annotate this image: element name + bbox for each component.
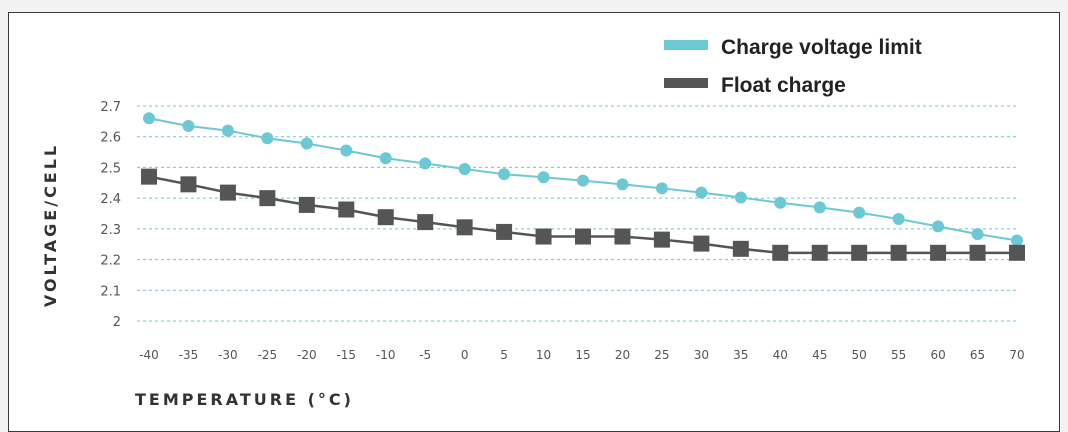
- charge-voltage-point: [971, 228, 984, 241]
- charge-voltage-point: [813, 201, 826, 214]
- charge-voltage-point: [892, 213, 905, 226]
- charge-voltage-point: [261, 132, 274, 145]
- legend-swatch-float: [664, 78, 708, 88]
- float-charge-point: [851, 244, 868, 261]
- float-charge-point: [930, 244, 947, 261]
- charge-voltage-point: [537, 171, 550, 184]
- x-tick-label: 15: [575, 348, 590, 362]
- float-charge-point: [732, 240, 749, 257]
- x-tick-label: -10: [376, 348, 396, 362]
- x-tick-label: -35: [179, 348, 199, 362]
- x-axis-ticks: -40 -35 -30 -25 -20 -15 -10 -5 0 5 10 15 20 25 30 35 40 4…: [139, 348, 1024, 362]
- float-charge-point: [614, 228, 631, 245]
- y-tick-label: 2.3: [100, 223, 121, 238]
- x-tick-label: -25: [258, 348, 278, 362]
- charge-voltage-point: [498, 168, 511, 181]
- x-tick-label: 55: [891, 348, 906, 362]
- charge-voltage-point: [300, 137, 313, 150]
- float-charge-point: [496, 223, 513, 240]
- x-tick-label: 50: [852, 348, 867, 362]
- charge-voltage-point: [182, 119, 195, 132]
- float-charge-point: [693, 235, 710, 252]
- charge-voltage-point: [340, 144, 353, 157]
- y-tick-label: 2.2: [100, 254, 121, 269]
- charge-voltage-point: [379, 152, 392, 165]
- y-tick-label: 2: [113, 315, 121, 330]
- float-charge-point: [219, 184, 236, 201]
- charge-voltage-point: [853, 206, 866, 219]
- float-charge-point: [575, 228, 591, 245]
- x-tick-label: 20: [615, 348, 630, 362]
- y-tick-label: 2.4: [100, 192, 121, 207]
- y-tick-label: 2.7: [100, 100, 121, 115]
- x-tick-label: 65: [970, 348, 985, 362]
- x-tick-label: -20: [297, 348, 317, 362]
- x-tick-label: -5: [419, 348, 431, 362]
- float-charge-point: [772, 244, 789, 261]
- float-charge-point: [180, 176, 197, 193]
- float-charge-point: [1009, 244, 1025, 261]
- charge-voltage-point: [1011, 234, 1023, 247]
- float-charge-point: [969, 244, 986, 261]
- gridlines: [137, 105, 1019, 322]
- legend-label-float: Float charge: [721, 74, 846, 97]
- float-charge-point: [417, 214, 434, 231]
- y-tick-label: 2.5: [100, 161, 121, 176]
- charge-voltage-point: [458, 162, 471, 175]
- x-tick-label: 60: [930, 348, 945, 362]
- float-charge-point: [377, 209, 394, 226]
- charge-voltage-point: [734, 191, 747, 204]
- y-tick-label: 2.1: [100, 284, 121, 299]
- legend-label-charge: Charge voltage limit: [721, 36, 922, 59]
- x-tick-label: -40: [139, 348, 159, 362]
- x-tick-label: 70: [1009, 348, 1024, 362]
- legend: Charge voltage limit Float charge: [664, 36, 922, 97]
- float-charge-point: [456, 219, 473, 236]
- float-charge-point: [338, 201, 355, 218]
- float-charge-point: [811, 244, 828, 261]
- y-tick-label: 2.6: [100, 131, 121, 146]
- x-tick-label: 5: [500, 348, 508, 362]
- x-tick-label: 45: [812, 348, 827, 362]
- chart-frame: 2 2.1 2.2 2.3 2.4 2.5 2.6 2.7 -40 -35 -30 -25 -20 -1…: [8, 12, 1060, 432]
- y-axis-ticks: 2 2.1 2.2 2.3 2.4 2.5 2.6 2.7: [100, 100, 121, 330]
- float-charge-point: [890, 244, 907, 261]
- float-charge-point: [535, 228, 552, 245]
- series-group: [141, 112, 1025, 261]
- legend-swatch-charge: [664, 40, 708, 50]
- float-charge-point: [259, 190, 276, 207]
- x-tick-label: 35: [733, 348, 748, 362]
- charge-voltage-point: [695, 186, 708, 199]
- float-charge-point: [653, 231, 670, 248]
- x-tick-label: 25: [654, 348, 669, 362]
- charge-voltage-point: [221, 124, 234, 137]
- charge-voltage-point: [774, 196, 787, 209]
- x-tick-label: -15: [336, 348, 356, 362]
- charge-voltage-point: [419, 157, 432, 170]
- float-charge-point: [298, 196, 315, 213]
- voltage-temperature-chart: 2 2.1 2.2 2.3 2.4 2.5 2.6 2.7 -40 -35 -30 -25 -20 -1…: [41, 36, 1025, 409]
- x-tick-label: 10: [536, 348, 551, 362]
- charge-voltage-point: [577, 174, 589, 187]
- charge-voltage-point: [143, 112, 155, 125]
- x-tick-label: 30: [694, 348, 709, 362]
- x-tick-label: 0: [461, 348, 469, 362]
- charge-voltage-point: [932, 220, 945, 233]
- float-charge-point: [141, 168, 157, 185]
- x-axis-title: TEMPERATURE (°C): [135, 390, 354, 409]
- y-axis-title: VOLTAGE/CELL: [41, 143, 60, 307]
- x-tick-label: 40: [773, 348, 788, 362]
- x-tick-label: -30: [218, 348, 238, 362]
- charge-voltage-point: [616, 178, 629, 191]
- charge-voltage-point: [655, 182, 668, 195]
